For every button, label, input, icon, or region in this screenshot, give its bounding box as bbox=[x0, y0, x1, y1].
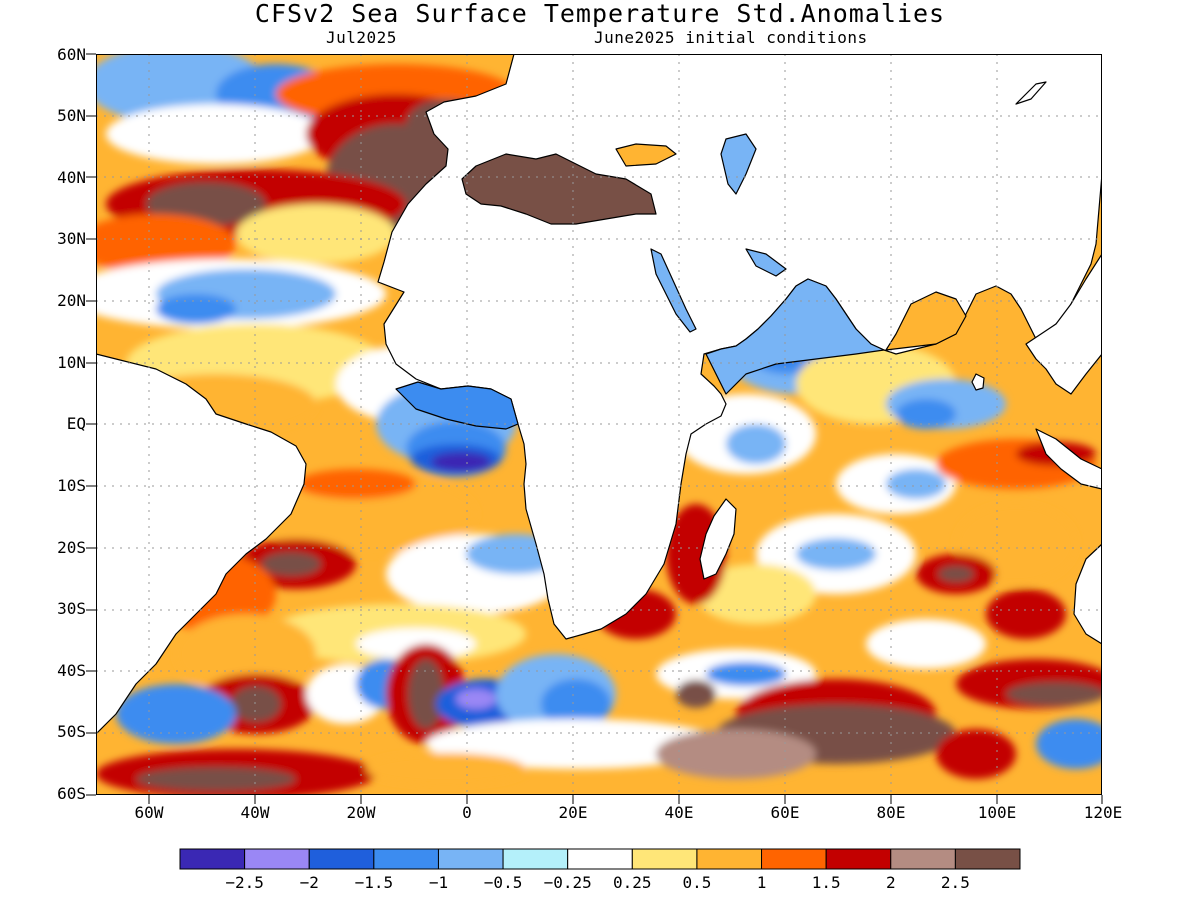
lat-label-60s: 60S bbox=[57, 784, 86, 803]
lat-label-30n: 30N bbox=[57, 229, 86, 248]
colorbar-label: 1 bbox=[756, 873, 767, 892]
valid-month: Jul2025 bbox=[326, 28, 397, 47]
lon-label-20w: 20W bbox=[346, 803, 376, 822]
lat-label-60n: 60N bbox=[57, 45, 86, 64]
map-title: CFSv2 Sea Surface Temperature Std.Anomal… bbox=[254, 0, 946, 28]
colorbar-swatch bbox=[179, 848, 246, 870]
lon-label-0: 0 bbox=[462, 803, 472, 822]
colorbar-swatch bbox=[567, 848, 633, 870]
colorbar-label: −2 bbox=[299, 873, 319, 892]
lon-label-60e: 60E bbox=[770, 803, 800, 822]
colorbar-label: 1.5 bbox=[811, 873, 841, 892]
lat-label-10n: 10N bbox=[57, 353, 86, 372]
lat-label-40s: 40S bbox=[57, 661, 86, 680]
lon-label-80e: 80E bbox=[876, 803, 906, 822]
lat-label-50s: 50S bbox=[57, 722, 86, 741]
lon-label-20e: 20E bbox=[558, 803, 588, 822]
initial-conditions: June2025 initial conditions bbox=[594, 28, 868, 47]
anomaly-map bbox=[96, 54, 1102, 795]
colorbar-swatch bbox=[373, 848, 439, 870]
colorbar-label: 0.25 bbox=[613, 873, 652, 892]
grid-lines bbox=[96, 54, 1102, 795]
colorbar bbox=[179, 848, 1021, 870]
colorbar-label: −0.25 bbox=[543, 873, 592, 892]
colorbar-swatch bbox=[437, 848, 504, 870]
lon-label-120e: 120E bbox=[1083, 803, 1123, 822]
colorbar-swatch bbox=[890, 848, 956, 870]
lat-label-10s: 10S bbox=[57, 476, 86, 495]
colorbar-label: −1 bbox=[428, 873, 449, 892]
colorbar-label: 2 bbox=[885, 873, 896, 892]
colorbar-swatch bbox=[696, 848, 763, 870]
lon-label-100e: 100E bbox=[977, 803, 1017, 822]
colorbar-swatch bbox=[502, 848, 569, 870]
colorbar-label: 2.5 bbox=[940, 873, 970, 892]
colorbar-label: −0.5 bbox=[483, 873, 523, 892]
colorbar-swatch bbox=[244, 848, 310, 870]
colorbar-swatch bbox=[825, 848, 892, 870]
colorbar-label: −2.5 bbox=[225, 873, 264, 892]
lat-label-40n: 40N bbox=[57, 168, 86, 187]
lon-label-40w: 40W bbox=[240, 803, 270, 822]
lat-label-20s: 20S bbox=[57, 538, 86, 557]
colorbar-swatch bbox=[631, 848, 698, 870]
axis-ticks bbox=[86, 53, 1103, 804]
lat-label-50n: 50N bbox=[57, 106, 86, 125]
colorbar-swatch bbox=[954, 848, 1021, 870]
lat-label-eq: EQ bbox=[66, 414, 86, 433]
colorbar-label: 0.5 bbox=[682, 873, 712, 892]
colorbar-swatch bbox=[761, 848, 827, 870]
lat-label-30s: 30S bbox=[57, 599, 86, 618]
lon-label-60w: 60W bbox=[134, 803, 164, 822]
lon-label-40e: 40E bbox=[664, 803, 694, 822]
colorbar-label: −1.5 bbox=[354, 873, 394, 892]
lat-label-20n: 20N bbox=[57, 291, 86, 310]
colorbar-swatch bbox=[308, 848, 375, 870]
